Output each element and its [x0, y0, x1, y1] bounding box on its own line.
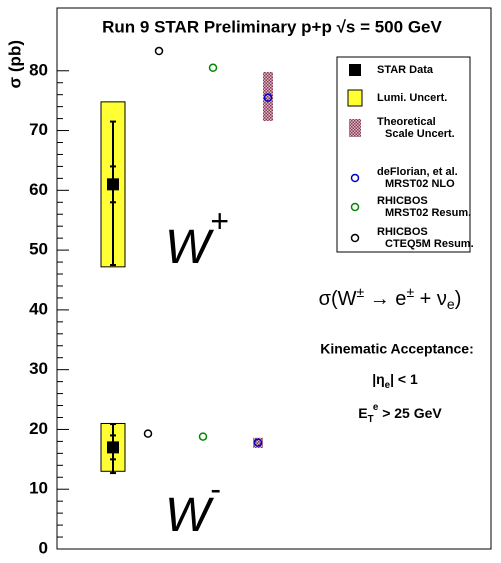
legend-marker: [350, 233, 360, 243]
text-part: σ(W: [319, 288, 357, 310]
legend-line: Lumi. Uncert.: [377, 92, 447, 104]
plot-frame: [56, 7, 492, 550]
y-tick-label: 70: [29, 120, 48, 139]
group-sup: -: [210, 471, 221, 507]
eta-cut: |ηe| < 1: [372, 371, 418, 391]
text-part: e: [373, 402, 379, 413]
y-tick-label: 0: [39, 538, 48, 557]
legend-line: deFlorian, et al.: [377, 166, 458, 178]
group-label: W+: [165, 203, 229, 273]
legend-label: RHICBOS CTEQ5M Resum.: [377, 226, 474, 250]
text-part: e: [447, 296, 455, 312]
legend-line: STAR Data: [377, 64, 434, 76]
legend-marker: [349, 64, 361, 76]
legend-line: MRST02 Resum.: [385, 207, 471, 219]
legend-line: MRST02 NLO: [385, 178, 455, 190]
legend-label: STAR Data: [377, 64, 434, 76]
text-part: E: [358, 405, 367, 421]
theory-point: [154, 46, 164, 56]
text-part: + ν: [414, 288, 447, 310]
theory-point: [198, 432, 208, 441]
data-point: [107, 178, 119, 191]
legend-label: Theoretical Scale Uncert.: [377, 116, 455, 140]
y-tick-label: 50: [29, 240, 48, 259]
group-base: W: [165, 221, 215, 274]
scale-uncert-box: [263, 71, 273, 121]
text-part: > 25 GeV: [378, 405, 442, 421]
y-tick-label: 80: [29, 60, 48, 79]
text-part: ): [455, 288, 462, 310]
text-part: T: [368, 414, 374, 425]
legend-label: RHICBOS MRST02 Resum.: [377, 195, 471, 219]
y-tick-label: 60: [29, 180, 48, 199]
theory-point: [143, 429, 153, 438]
y-axis-label: σ (pb): [5, 40, 24, 88]
theory-point: [253, 438, 263, 447]
legend-label: deFlorian, et al. MRST02 NLO: [377, 166, 458, 190]
y-tick-label: 10: [29, 479, 48, 498]
legend-line: CTEQ5M Resum.: [385, 238, 474, 250]
legend-box: [336, 56, 471, 253]
chart-title: Run 9 STAR Preliminary p+p √s = 500 GeV: [102, 17, 442, 36]
legend-label: Lumi. Uncert.: [377, 92, 447, 104]
text-part: ±: [406, 284, 414, 300]
legend-line: RHICBOS: [377, 226, 428, 238]
text-part: |η: [372, 371, 384, 387]
y-tick-label: 30: [29, 359, 48, 378]
text-part: e: [385, 380, 391, 391]
group-label: W-: [165, 471, 221, 541]
legend-marker: [349, 119, 361, 137]
data-point: [107, 441, 119, 454]
et-cut: ETe > 25 GeV: [358, 402, 442, 425]
legend-marker: [347, 89, 363, 107]
formula: σ(W± → e± + νe): [319, 284, 462, 312]
scale-uncert-box: [253, 437, 263, 448]
group-base: W: [165, 489, 215, 542]
text-part: | < 1: [390, 371, 418, 387]
theory-point: [208, 63, 218, 73]
theory-point: [263, 93, 273, 102]
group-sup: +: [210, 203, 229, 239]
legend-marker: [350, 173, 360, 183]
y-tick-label: 40: [29, 299, 48, 318]
text-part: → e: [364, 288, 406, 310]
legend-line: Theoretical: [377, 116, 436, 128]
y-tick-label: 20: [29, 419, 48, 438]
legend-line: RHICBOS: [377, 195, 428, 207]
legend-marker: [350, 202, 360, 212]
text-part: ±: [357, 284, 365, 300]
acceptance-title: Kinematic Acceptance:: [320, 341, 474, 357]
legend-line: Scale Uncert.: [385, 128, 455, 140]
